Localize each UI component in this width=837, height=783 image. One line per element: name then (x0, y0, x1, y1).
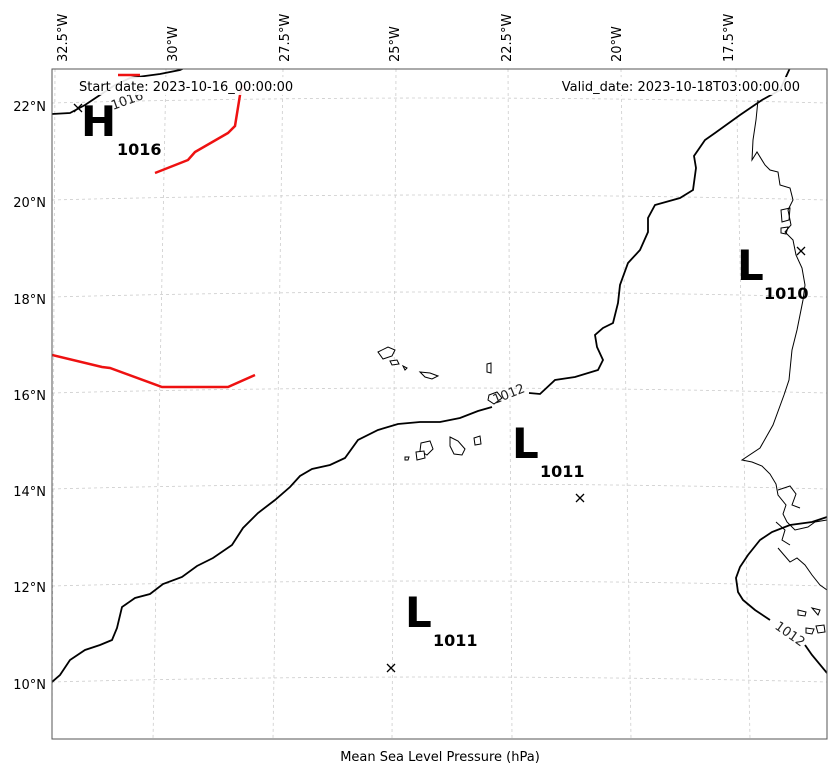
low-center-1011a-value: 1011 (540, 462, 585, 481)
isobar-1012-south (735, 516, 827, 674)
cape-verde-islands (377, 346, 503, 461)
longitude-labels: 32.5°W 30°W 27.5°W 25°W 22.5°W 20°W 17.5… (56, 14, 737, 62)
gridline-lon-17-5w (735, 69, 751, 739)
gridline-lat-16n (52, 387, 827, 394)
map-area: 1016 1012 1012 H 1016 L 1010 L 1011 L 10… (52, 69, 827, 739)
guinea-coastline-2 (775, 521, 791, 546)
gridline-lat-18n (52, 291, 827, 298)
lon-label-22-5w: 22.5°W (500, 14, 515, 62)
high-center-letter: H (81, 97, 116, 146)
lon-label-20w: 20°W (610, 26, 625, 62)
lat-label-12n: 12°N (13, 581, 46, 596)
low-center-1011b-letter: L (405, 588, 432, 637)
lon-label-17-5w: 17.5°W (722, 14, 737, 62)
island-sal (486, 362, 492, 374)
low-center-1011b-value: 1011 (433, 631, 478, 650)
gridline-lon-27-5w (272, 69, 284, 739)
lat-label-22n: 22°N (13, 100, 46, 115)
island-boa-vista (487, 391, 503, 405)
start-date-bg (76, 77, 310, 95)
low-center-1010-value: 1010 (764, 284, 809, 303)
valid-date-label: Valid_date: 2023-10-18T03:00:00.00 (562, 80, 800, 95)
lat-label-14n: 14°N (13, 485, 46, 500)
lat-label-10n: 10°N (13, 678, 46, 693)
bijagos-islands (797, 607, 826, 635)
center-marker-l1011a (575, 493, 585, 503)
island-brava (404, 456, 410, 461)
latitude-labels: 22°N 20°N 18°N 16°N 14°N 12°N 10°N (13, 100, 46, 693)
high-center-value: 1016 (117, 140, 162, 159)
gridline-lat-14n (52, 483, 827, 490)
lat-label-18n: 18°N (13, 293, 46, 308)
guinea-coastline (777, 547, 827, 591)
pressure-centers: H 1016 L 1010 L 1011 L 1011 (81, 97, 809, 650)
gridline-lon-20w (620, 69, 632, 739)
lon-label-32-5w: 32.5°W (56, 14, 71, 62)
map-caption: Mean Sea Level Pressure (hPa) (340, 750, 540, 765)
gridline-lon-22-5w (507, 69, 513, 739)
center-markers (73, 103, 806, 673)
island-islet-d (415, 450, 426, 461)
africa-coastline (740, 99, 827, 531)
dakar-coast (777, 485, 801, 509)
gridline-lon-25w (391, 69, 397, 739)
map-header: Start date: 2023-10-16_00:00:00 Valid_da… (76, 77, 802, 95)
map-frame (51, 68, 828, 740)
island-sao-vicente (389, 359, 400, 366)
lat-label-20n: 20°N (13, 196, 46, 211)
start-date-label: Start date: 2023-10-16_00:00:00 (79, 80, 293, 95)
coastline-islet-1 (780, 207, 791, 223)
island-santo-antao (377, 346, 396, 360)
map-background (52, 69, 827, 739)
gridline-lat-10n (52, 676, 827, 683)
gridline-lat-22n (52, 97, 827, 104)
isobar-1012-main (52, 69, 791, 683)
center-marker-l1010 (796, 246, 806, 256)
island-sao-nicolau (418, 371, 440, 380)
lat-label-16n: 16°N (13, 389, 46, 404)
low-center-1010-letter: L (737, 241, 764, 290)
lon-label-25w: 25°W (388, 26, 403, 62)
lon-label-30w: 30°W (166, 26, 181, 62)
island-santiago (449, 436, 466, 456)
low-center-1011a-letter: L (512, 419, 539, 468)
gridline-lon-30w (152, 69, 167, 739)
island-maio (473, 435, 482, 446)
center-marker-l1011b (386, 663, 396, 673)
coastline-islet-2 (780, 226, 789, 235)
center-marker-h (73, 103, 83, 113)
lon-label-27-5w: 27.5°W (278, 14, 293, 62)
valid-date-bg (543, 77, 802, 95)
island-santa-luzia (401, 364, 408, 371)
gridline-lat-20n (52, 194, 827, 201)
red-isobar-west (52, 353, 256, 389)
